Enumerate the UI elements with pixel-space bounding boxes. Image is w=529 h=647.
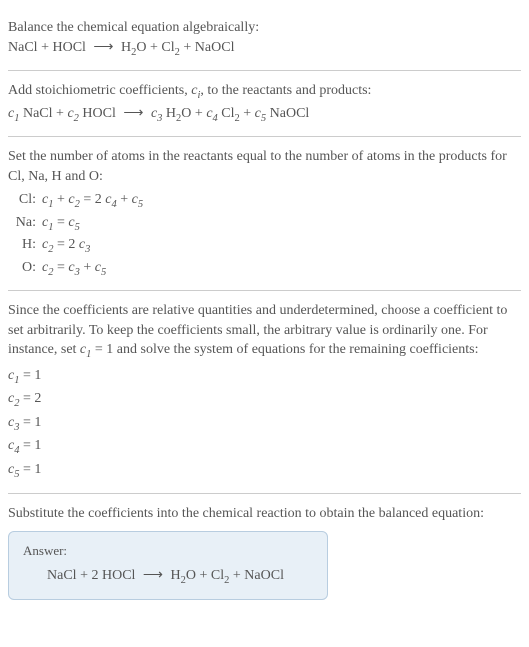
plus: + — [243, 106, 251, 121]
choose-text: Since the coefficients are relative quan… — [8, 301, 521, 363]
coef-list: c1 = 1 c2 = 2 c3 = 1 c4 = 1 c5 = 1 — [8, 365, 521, 483]
plus: + — [150, 40, 158, 55]
plus: + — [233, 568, 241, 583]
atoms-equation: c1 = c5 — [42, 213, 80, 235]
coef: c4 — [206, 106, 217, 121]
atoms-row: Na: c1 = c5 — [12, 213, 521, 235]
species: NaCl — [8, 40, 38, 55]
species: NaCl — [47, 568, 77, 583]
atoms-row: H: c2 = 2 c3 — [12, 235, 521, 257]
plus: + — [41, 40, 49, 55]
choose-section: Since the coefficients are relative quan… — [8, 291, 521, 492]
intro-section: Balance the chemical equation algebraica… — [8, 8, 521, 70]
intro-equation: NaCl + HOCl ⟶ H2O + Cl2 + NaOCl — [8, 38, 521, 60]
species: HOCl — [79, 106, 116, 121]
plus: + — [183, 40, 191, 55]
intro-text: Balance the chemical equation algebraica… — [8, 18, 521, 38]
species: H2O — [162, 106, 191, 121]
element-label: H: — [12, 235, 42, 255]
species: NaOCl — [266, 106, 309, 121]
atoms-intro: Set the number of atoms in the reactants… — [8, 147, 521, 186]
species: Cl2 — [161, 40, 179, 55]
species: NaOCl — [244, 568, 284, 583]
plus: + — [80, 568, 88, 583]
coef: c5 — [255, 106, 266, 121]
coef-row: c4 = 1 — [8, 435, 521, 459]
species: HOCl — [52, 40, 85, 55]
arrow-icon: ⟶ — [143, 566, 163, 586]
coef-var: c1 — [80, 342, 91, 357]
species: NaOCl — [195, 40, 235, 55]
answer-label: Answer: — [23, 542, 313, 560]
answer-box: Answer: NaCl + 2 HOCl ⟶ H2O + Cl2 + NaOC… — [8, 531, 328, 600]
element-label: O: — [12, 258, 42, 278]
atoms-row: Cl: c1 + c2 = 2 c4 + c5 — [12, 190, 521, 212]
coef-row: c1 = 1 — [8, 365, 521, 389]
element-label: Na: — [12, 213, 42, 233]
coef-row: c5 = 1 — [8, 459, 521, 483]
stoich-equation: c1 NaCl + c2 HOCl ⟶ c3 H2O + c4 Cl2 + c5… — [8, 104, 521, 126]
atoms-equation: c2 = c3 + c5 — [42, 258, 106, 280]
stoich-text: Add stoichiometric coefficients, ci, to … — [8, 81, 521, 103]
species: HOCl — [102, 568, 135, 583]
atoms-section: Set the number of atoms in the reactants… — [8, 137, 521, 290]
species: H2O — [171, 568, 197, 583]
arrow-icon: ⟶ — [93, 38, 113, 58]
arrow-icon: ⟶ — [123, 104, 143, 124]
element-label: Cl: — [12, 190, 42, 210]
stoich-section: Add stoichiometric coefficients, ci, to … — [8, 71, 521, 136]
coef-row: c2 = 2 — [8, 388, 521, 412]
plus: + — [195, 106, 203, 121]
atoms-equation: c1 + c2 = 2 c4 + c5 — [42, 190, 143, 212]
plus: + — [56, 106, 64, 121]
species: Cl2 — [218, 106, 240, 121]
coef: c3 — [151, 106, 162, 121]
atoms-equation: c2 = 2 c3 — [42, 235, 90, 257]
coef-row: c3 = 1 — [8, 412, 521, 436]
species: Cl2 — [211, 568, 229, 583]
coef: c1 — [8, 106, 19, 121]
species: H2O — [121, 40, 147, 55]
subst-section: Substitute the coefficients into the che… — [8, 494, 521, 610]
coef: 2 — [91, 568, 102, 583]
subst-text: Substitute the coefficients into the che… — [8, 504, 521, 524]
plus: + — [200, 568, 208, 583]
atoms-row: O: c2 = c3 + c5 — [12, 258, 521, 280]
coef: c2 — [67, 106, 78, 121]
species: NaCl — [19, 106, 52, 121]
atoms-table: Cl: c1 + c2 = 2 c4 + c5 Na: c1 = c5 H: c… — [12, 190, 521, 280]
answer-equation: NaCl + 2 HOCl ⟶ H2O + Cl2 + NaOCl — [23, 566, 313, 588]
